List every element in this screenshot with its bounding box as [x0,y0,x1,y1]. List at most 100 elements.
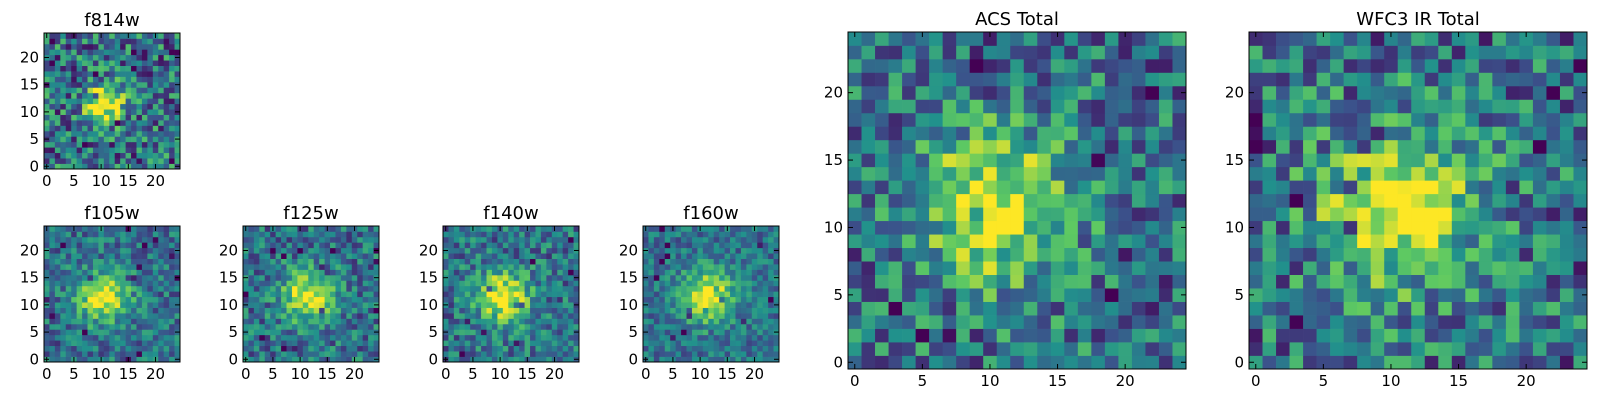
heatmap-cell [362,318,369,325]
heatmap-cell [1478,126,1493,141]
heatmap-cell [368,340,374,347]
heatmap-cell [243,280,249,287]
heatmap-cell [453,247,460,254]
heatmap-cell [163,163,170,170]
heatmap-cell [470,269,476,276]
heatmap-cell [929,261,943,275]
heatmap-cell [54,54,61,61]
heatmap-cell [1131,166,1146,181]
heatmap-cell [768,253,774,259]
heatmap-cell [969,45,984,60]
heatmap-cell [502,226,509,232]
heatmap-cell [497,345,504,352]
heatmap-cell [1050,355,1065,370]
heatmap-cell [76,152,83,159]
heatmap-cell [1262,126,1277,141]
heatmap-cell [519,285,525,292]
heatmap-cell [470,323,476,330]
heatmap-cell [675,247,682,254]
heatmap-cell [969,32,984,46]
heatmap-cell [351,340,358,347]
heatmap-cell [1478,85,1493,100]
heatmap-cell [368,302,374,308]
heatmap-cell [1424,247,1439,262]
heatmap-cell [49,71,56,77]
heatmap-cell [120,313,126,319]
heatmap-cell [147,130,154,137]
heatmap-cell [1492,301,1507,316]
heatmap-cell [546,231,553,238]
heatmap-cell [373,340,380,347]
heatmap-cell [664,226,671,232]
heatmap-cell [1023,180,1038,195]
heatmap-cell [1158,45,1173,60]
heatmap-cell [264,247,271,254]
axes-frame [642,225,780,363]
heatmap-cell [44,38,50,45]
heatmap-cell [163,280,170,287]
heatmap-cell [158,158,165,164]
heatmap-cell [1276,72,1290,87]
heatmap-cell [502,269,509,276]
heatmap-cell [109,264,116,270]
heatmap-cell [60,329,67,336]
heatmap-cell [357,351,364,357]
heatmap-cell [340,329,347,336]
heatmap-cell [335,307,342,314]
heatmap-cell [1357,72,1372,87]
heatmap-cell [535,340,542,347]
heatmap-cell [1104,328,1119,343]
heatmap-cell [508,226,515,232]
heatmap-cell [357,280,364,287]
heatmap-cell [996,274,1011,289]
heatmap-cell [163,65,170,72]
heatmap-cell [1559,45,1574,60]
heatmap-cell [125,291,132,298]
heatmap-cell [735,291,742,298]
heatmap-cell [152,114,159,121]
heatmap-cell [448,291,455,298]
heatmap-cell [519,247,525,254]
heatmap-cell [740,236,747,243]
heatmap-cell [681,307,687,314]
heatmap-cell [448,253,455,259]
heatmap-cell [1145,85,1160,100]
heatmap-cell [82,38,88,45]
heatmap-cell [546,334,553,341]
heatmap-cell [719,334,725,341]
heatmap-cell [131,351,137,357]
heatmap-cell [120,345,126,352]
heatmap-cell [71,231,77,238]
heatmap-cell [675,307,682,314]
heatmap-cell [470,318,476,325]
heatmap-cell [319,345,325,352]
heatmap-cell [675,334,682,341]
heatmap-cell [757,307,764,314]
heatmap-cell [502,258,509,265]
heatmap-cell [686,307,693,314]
heatmap-cell [1330,193,1344,208]
heatmap-cell [147,242,154,249]
heatmap-cell [1424,288,1439,302]
heatmap-cell [1424,207,1439,222]
heatmap-cell [98,351,105,357]
heatmap-cell [1357,301,1372,316]
heatmap-cell [264,231,271,238]
heatmap-cell [1532,112,1547,127]
heatmap-cell [103,296,110,303]
heatmap-cell [1023,126,1038,141]
heatmap-cell [158,307,165,314]
heatmap-cell [486,236,493,243]
heatmap-cell [147,329,154,336]
heatmap-cell [1172,166,1187,181]
heatmap-cell [1424,180,1439,195]
heatmap-cell [1303,112,1317,127]
heatmap-cell [136,307,143,314]
heatmap-cell [1316,193,1331,208]
heatmap-cell [1546,45,1561,60]
heatmap-cell [131,313,137,319]
heatmap-cell [1104,32,1119,46]
heatmap-cell [643,231,649,238]
heatmap-cell [92,125,99,132]
heatmap-cell [1303,99,1317,114]
